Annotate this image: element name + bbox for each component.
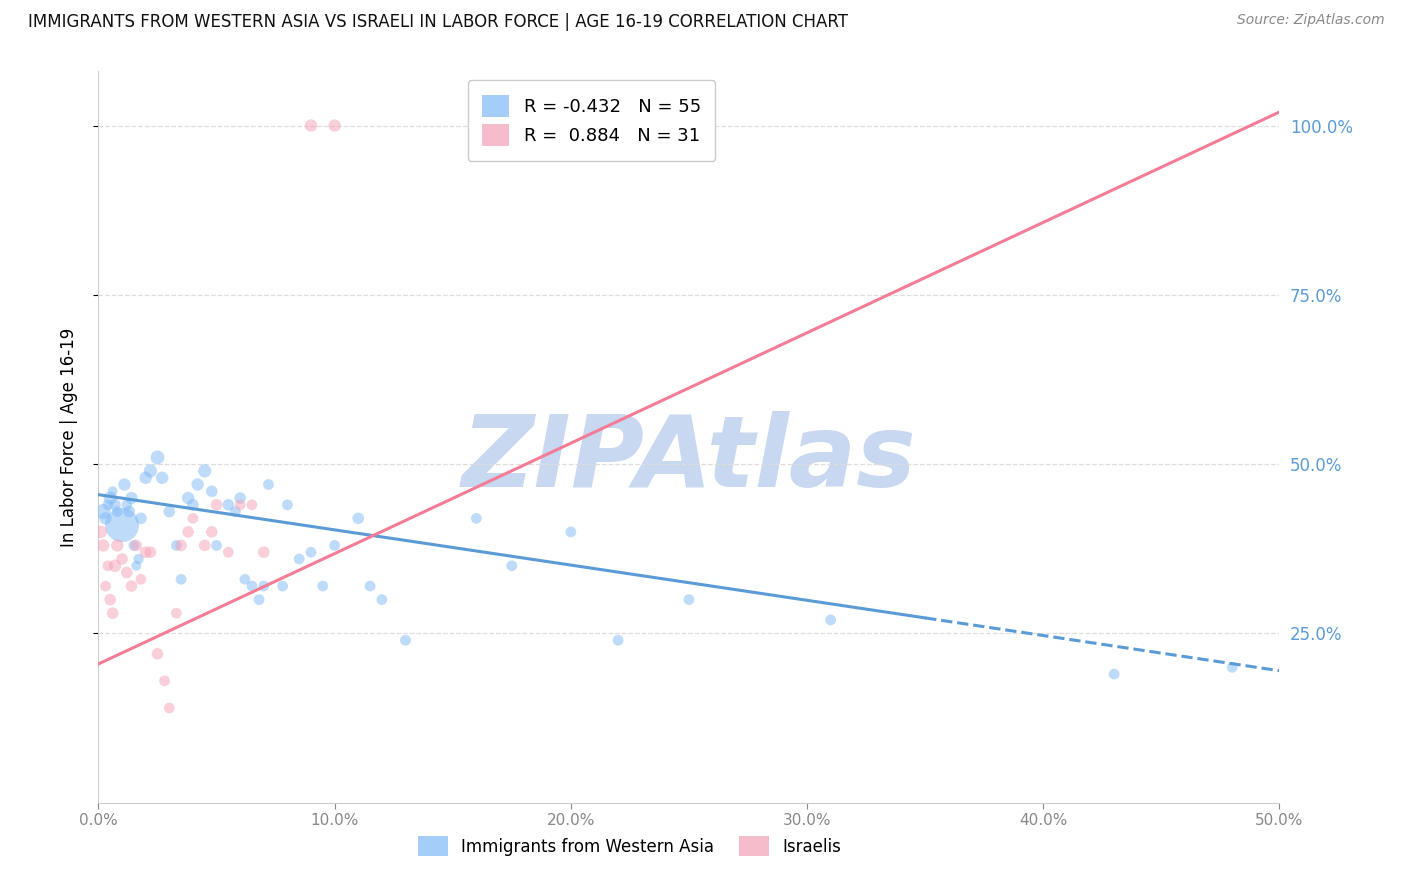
Point — [271, 579, 294, 593]
Point — [111, 552, 134, 566]
Point — [201, 484, 224, 499]
Point — [229, 491, 252, 505]
Point — [170, 538, 193, 552]
Point — [394, 633, 416, 648]
Point — [1220, 660, 1243, 674]
Point — [820, 613, 842, 627]
Point — [165, 538, 187, 552]
Point — [125, 558, 148, 573]
Point — [371, 592, 394, 607]
Point — [118, 505, 141, 519]
Point — [678, 592, 700, 607]
Point — [170, 572, 193, 586]
Point — [240, 498, 263, 512]
Point — [359, 579, 381, 593]
Point — [560, 524, 582, 539]
Point — [312, 579, 335, 593]
Point — [205, 498, 228, 512]
Point — [187, 477, 209, 491]
Point — [157, 701, 180, 715]
Point — [233, 572, 256, 586]
Point — [201, 524, 224, 539]
Point — [146, 647, 169, 661]
Point — [112, 477, 135, 491]
Point — [135, 471, 157, 485]
Point — [122, 538, 145, 552]
Point — [229, 498, 252, 512]
Point — [98, 491, 121, 505]
Point — [347, 511, 370, 525]
Point — [157, 505, 180, 519]
Point — [101, 484, 124, 499]
Point — [177, 491, 200, 505]
Point — [97, 558, 120, 573]
Point — [128, 552, 150, 566]
Point — [146, 450, 169, 465]
Point — [323, 119, 346, 133]
Text: Source: ZipAtlas.com: Source: ZipAtlas.com — [1237, 13, 1385, 28]
Point — [177, 524, 200, 539]
Point — [129, 511, 152, 525]
Point — [465, 511, 488, 525]
Point — [205, 538, 228, 552]
Point — [135, 545, 157, 559]
Point — [115, 566, 138, 580]
Point — [217, 498, 239, 512]
Point — [607, 633, 630, 648]
Point — [240, 579, 263, 593]
Point — [129, 572, 152, 586]
Point — [1102, 667, 1125, 681]
Point — [181, 498, 204, 512]
Point — [111, 518, 134, 533]
Point — [121, 579, 143, 593]
Point — [257, 477, 280, 491]
Point — [323, 538, 346, 552]
Point — [104, 498, 127, 512]
Point — [115, 498, 138, 512]
Point — [150, 471, 173, 485]
Point — [217, 545, 239, 559]
Text: IMMIGRANTS FROM WESTERN ASIA VS ISRAELI IN LABOR FORCE | AGE 16-19 CORRELATION C: IMMIGRANTS FROM WESTERN ASIA VS ISRAELI … — [28, 13, 848, 31]
Point — [91, 538, 114, 552]
Point — [194, 538, 217, 552]
Point — [288, 552, 311, 566]
Point — [104, 558, 127, 573]
Point — [299, 545, 322, 559]
Point — [253, 545, 276, 559]
Point — [276, 498, 298, 512]
Point — [121, 491, 143, 505]
Point — [165, 606, 187, 620]
Point — [139, 545, 162, 559]
Legend: Immigrants from Western Asia, Israelis: Immigrants from Western Asia, Israelis — [409, 828, 851, 864]
Point — [253, 579, 276, 593]
Point — [153, 673, 176, 688]
Point — [91, 505, 114, 519]
Point — [105, 538, 128, 552]
Point — [94, 579, 117, 593]
Point — [105, 505, 128, 519]
Point — [94, 511, 117, 525]
Point — [139, 464, 162, 478]
Point — [501, 558, 523, 573]
Point — [90, 524, 112, 539]
Point — [97, 498, 120, 512]
Point — [101, 606, 124, 620]
Y-axis label: In Labor Force | Age 16-19: In Labor Force | Age 16-19 — [59, 327, 77, 547]
Point — [299, 119, 322, 133]
Point — [125, 538, 148, 552]
Point — [194, 464, 217, 478]
Point — [224, 505, 246, 519]
Point — [98, 592, 121, 607]
Point — [181, 511, 204, 525]
Point — [247, 592, 270, 607]
Text: ZIPAtlas: ZIPAtlas — [461, 410, 917, 508]
